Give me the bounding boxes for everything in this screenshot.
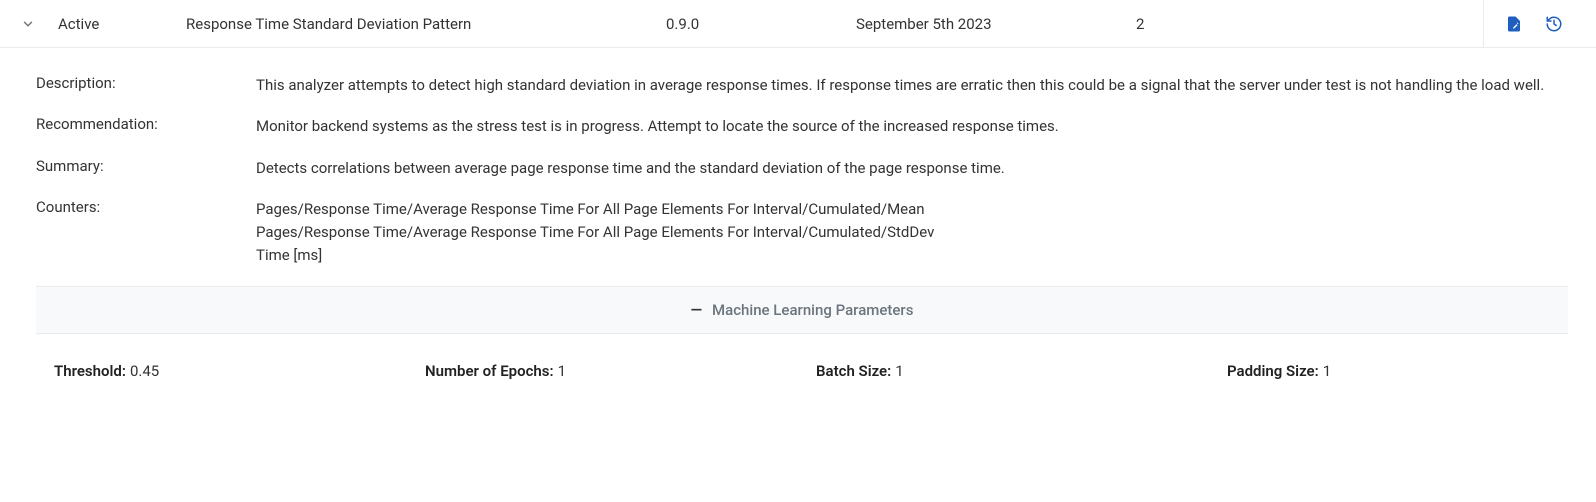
counter-line: Pages/Response Time/Average Response Tim… bbox=[256, 198, 1568, 221]
expand-toggle[interactable] bbox=[8, 17, 48, 31]
ml-parameters-panel: Threshold: 0.45 Number of Epochs: 1 Batc… bbox=[36, 334, 1568, 384]
name-cell: Response Time Standard Deviation Pattern bbox=[186, 15, 666, 33]
ml-parameters-title: Machine Learning Parameters bbox=[712, 301, 913, 319]
counter-line: Time [ms] bbox=[256, 244, 1568, 267]
edit-icon[interactable] bbox=[1504, 14, 1524, 34]
analyzer-details: Description: This analyzer attempts to d… bbox=[0, 48, 1596, 404]
summary-label: Summary: bbox=[36, 157, 256, 175]
summary-value: Detects correlations between average pag… bbox=[256, 157, 1568, 180]
counter-line: Pages/Response Time/Average Response Tim… bbox=[256, 221, 1568, 244]
counters-label: Counters: bbox=[36, 198, 256, 216]
ml-param-label: Padding Size: bbox=[1227, 362, 1319, 380]
ml-param-value: 0.45 bbox=[130, 362, 159, 380]
chevron-down-icon bbox=[21, 17, 35, 31]
description-row: Description: This analyzer attempts to d… bbox=[36, 74, 1568, 97]
version-cell: 0.9.0 bbox=[666, 15, 856, 33]
ml-param-label: Threshold: bbox=[54, 362, 126, 380]
description-label: Description: bbox=[36, 74, 256, 92]
count-cell: 2 bbox=[1136, 15, 1286, 33]
collapse-icon: — bbox=[691, 301, 702, 319]
counters-value: Pages/Response Time/Average Response Tim… bbox=[256, 198, 1568, 268]
recommendation-value: Monitor backend systems as the stress te… bbox=[256, 115, 1568, 138]
ml-param-label: Batch Size: bbox=[816, 362, 891, 380]
date-cell: September 5th 2023 bbox=[856, 15, 1136, 33]
ml-param-value: 1 bbox=[558, 362, 566, 380]
row-actions bbox=[1483, 0, 1588, 47]
ml-param-padding: Padding Size: 1 bbox=[1147, 362, 1558, 380]
description-value: This analyzer attempts to detect high st… bbox=[256, 74, 1568, 97]
ml-param-epochs: Number of Epochs: 1 bbox=[385, 362, 756, 380]
recommendation-row: Recommendation: Monitor backend systems … bbox=[36, 115, 1568, 138]
history-icon[interactable] bbox=[1544, 14, 1564, 34]
status-cell: Active bbox=[48, 15, 186, 33]
ml-param-threshold: Threshold: 0.45 bbox=[46, 362, 385, 380]
ml-param-label: Number of Epochs: bbox=[425, 362, 554, 380]
analyzer-row: Active Response Time Standard Deviation … bbox=[0, 0, 1596, 48]
summary-row: Summary: Detects correlations between av… bbox=[36, 157, 1568, 180]
ml-param-batch: Batch Size: 1 bbox=[756, 362, 1147, 380]
ml-param-value: 1 bbox=[1323, 362, 1331, 380]
counters-row: Counters: Pages/Response Time/Average Re… bbox=[36, 198, 1568, 268]
ml-parameters-toggle[interactable]: — Machine Learning Parameters bbox=[36, 286, 1568, 334]
recommendation-label: Recommendation: bbox=[36, 115, 256, 133]
ml-param-value: 1 bbox=[895, 362, 903, 380]
